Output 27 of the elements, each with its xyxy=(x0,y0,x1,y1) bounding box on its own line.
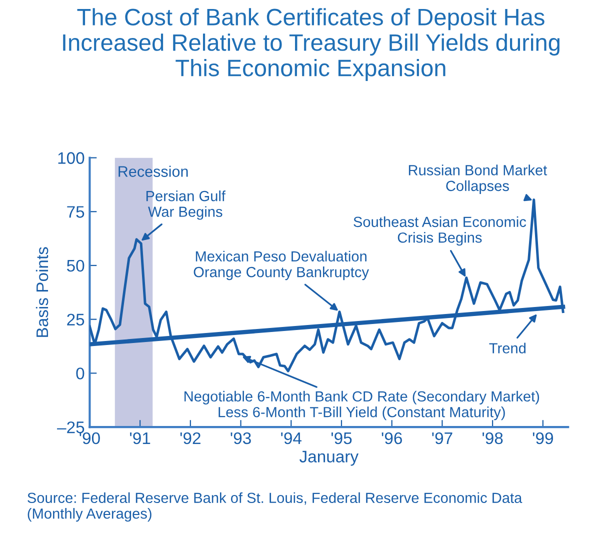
source-note: Source: Federal Reserve Bank of St. Louis, Federal Reserve Economic Data (Monthly Averages) xyxy=(28,492,522,522)
y-axis-title: Basis Points xyxy=(36,247,48,337)
x-tick-label: '98 xyxy=(482,432,503,444)
annotation: Negotiable 6-Month Bank CD Rate (Secondary Market) Less 6-Month T-Bill Yield (Constant Maturity) xyxy=(184,390,540,420)
annotation: Russian Bond Market Collapses xyxy=(408,164,548,194)
annotation: Persian Gulf War Begins xyxy=(146,190,226,220)
y-tick-label: 100 xyxy=(58,152,84,164)
annotation: Southeast Asian Economic Crisis Begins xyxy=(354,216,526,246)
x-tick-label: '92 xyxy=(180,432,200,444)
chart-title: The Cost of Bank Certificates of Deposit Has Increased Relative to Treasury Bill Yields during This Economic Expansion xyxy=(63,8,560,82)
annotation: Mexican Peso Devaluation Orange County Bankruptcy xyxy=(194,250,369,280)
x-tick-label: '91 xyxy=(130,432,150,444)
x-tick-label: '97 xyxy=(432,432,452,444)
band-label: Recession xyxy=(118,166,188,177)
y-tick-label: 25 xyxy=(67,314,84,326)
x-tick-label: '99 xyxy=(532,432,553,444)
x-tick-label: '94 xyxy=(281,432,302,444)
y-tick-label: 0 xyxy=(76,368,84,380)
x-tick-label: '93 xyxy=(230,432,251,444)
y-tick-label: –25 xyxy=(57,421,84,434)
annotation: Trend xyxy=(489,342,526,354)
x-tick-label: '96 xyxy=(382,432,402,444)
x-axis-title: January xyxy=(300,450,359,466)
y-tick-label: 50 xyxy=(66,260,84,272)
x-tick-label: '90 xyxy=(80,432,100,444)
y-tick-label: 75 xyxy=(67,206,84,218)
x-tick-label: '95 xyxy=(331,432,352,444)
